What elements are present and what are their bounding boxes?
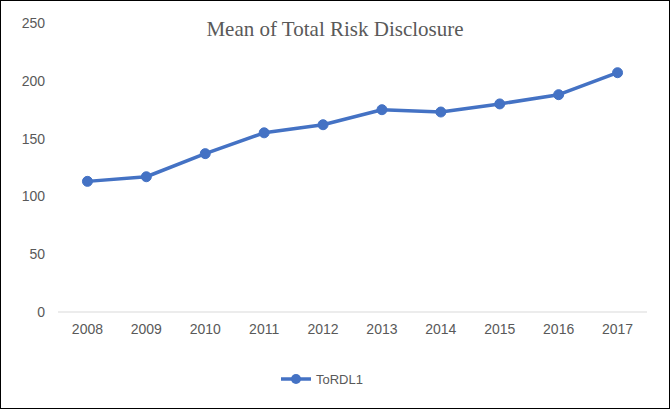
x-tick-label: 2009 (131, 321, 162, 337)
chart-title: Mean of Total Risk Disclosure (206, 17, 463, 41)
y-tick-label: 0 (37, 304, 45, 320)
series-marker (436, 107, 446, 117)
series-marker (318, 120, 328, 130)
series-marker (82, 176, 92, 186)
x-axis-line (58, 312, 647, 313)
legend-marker (291, 374, 301, 384)
x-tick-label: 2013 (366, 321, 397, 337)
x-tick-label: 2012 (307, 321, 338, 337)
x-tick-label: 2017 (602, 321, 633, 337)
series-marker (200, 149, 210, 159)
x-tick-label: 2014 (425, 321, 456, 337)
series-marker (613, 68, 623, 78)
x-tick-label: 2010 (190, 321, 221, 337)
series-marker (377, 105, 387, 115)
series-line (87, 73, 617, 182)
series-marker (141, 172, 151, 182)
y-tick-label: 50 (29, 246, 45, 262)
x-tick-label: 2015 (484, 321, 515, 337)
series-marker (259, 128, 269, 138)
chart-svg: Mean of Total Risk Disclosure 0 50 100 150 20… (0, 0, 670, 409)
y-tick-label: 200 (22, 73, 46, 89)
y-tick-label: 150 (22, 131, 46, 147)
x-tick-label: 2008 (72, 321, 103, 337)
series-marker (554, 90, 564, 100)
series-marker (495, 99, 505, 109)
plot-area (82, 68, 622, 187)
legend-label: ToRDL1 (316, 372, 363, 387)
chart-frame (1, 1, 670, 409)
x-tick-label: 2011 (249, 321, 279, 337)
chart-container: Mean of Total Risk Disclosure 0 50 100 150 20… (0, 0, 670, 409)
y-tick-label: 100 (22, 188, 46, 204)
x-tick-label: 2016 (543, 321, 574, 337)
y-tick-label: 250 (22, 15, 46, 31)
